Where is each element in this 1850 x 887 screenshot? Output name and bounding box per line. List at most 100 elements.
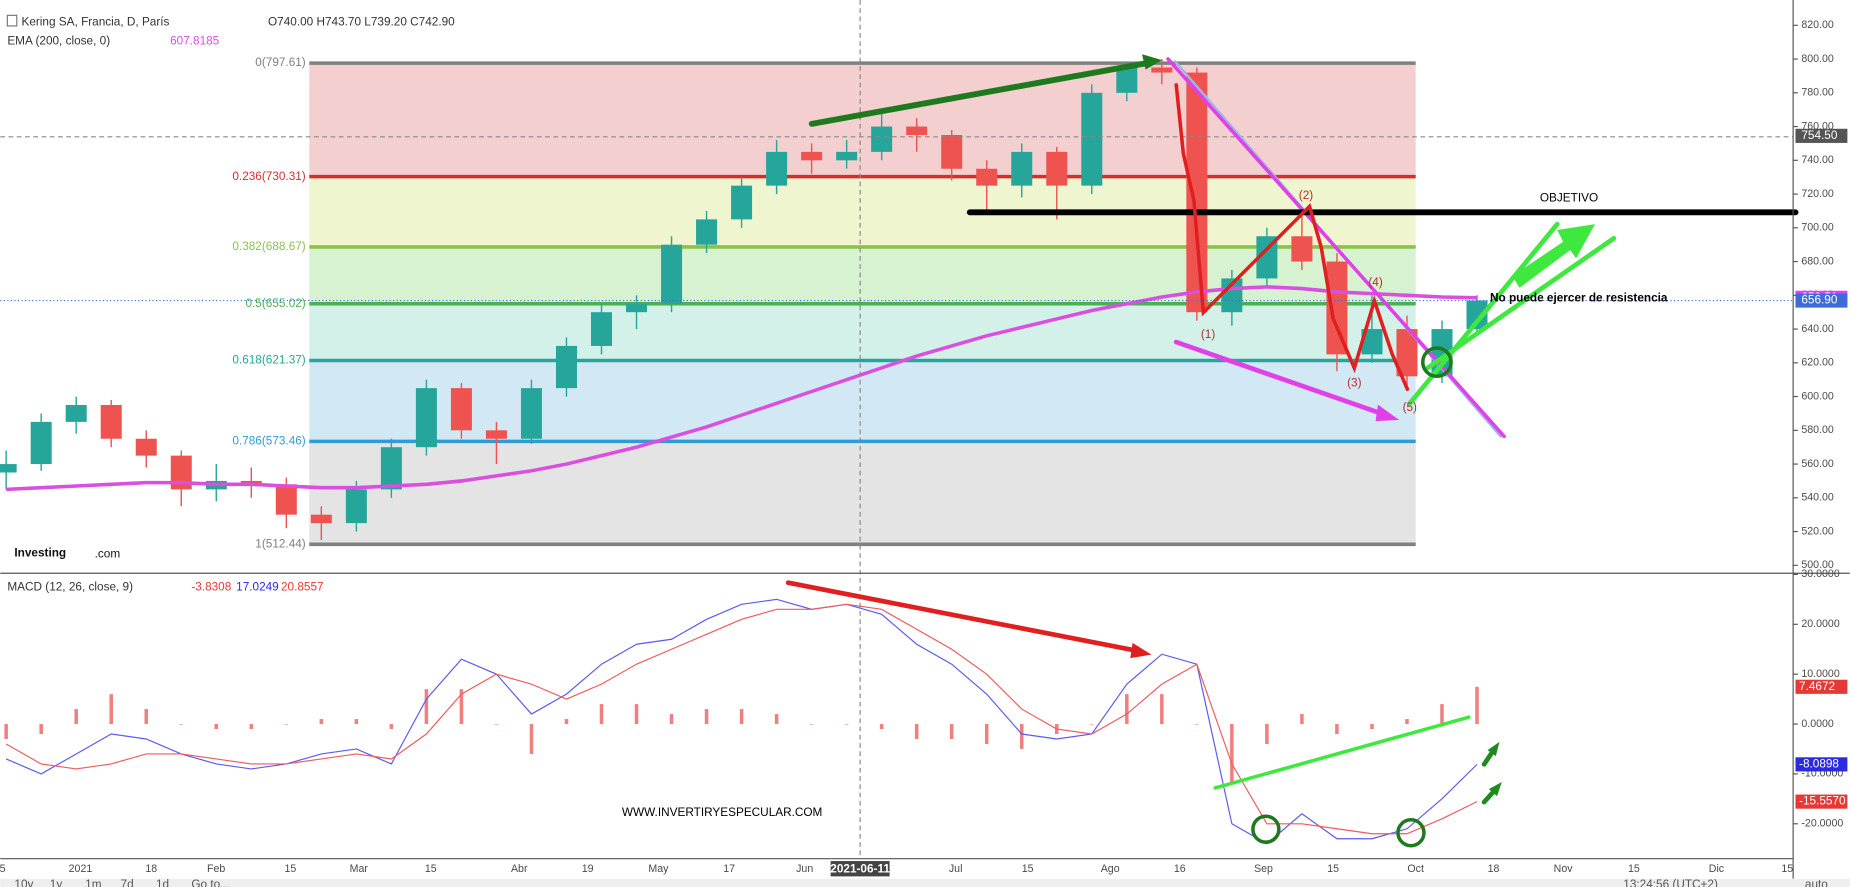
y-tick-label: 800.00 <box>1801 53 1834 65</box>
histogram-bar <box>1195 724 1199 725</box>
toolbar-button[interactable]: 1m <box>85 878 102 887</box>
histogram-bar <box>564 719 569 725</box>
collapse-icon[interactable] <box>6 14 18 27</box>
histogram-bar <box>599 704 604 725</box>
x-tick-label: 17 <box>723 863 735 875</box>
y-tick-label: 740.00 <box>1801 154 1834 166</box>
histogram-bar <box>914 724 919 740</box>
y-tick-label: 580.00 <box>1801 424 1834 436</box>
histogram-bar <box>1160 694 1164 725</box>
histogram-bar <box>879 724 884 730</box>
x-tick-label: 5 <box>0 863 6 875</box>
candle-body <box>1291 236 1313 262</box>
price-badge <box>1795 293 1848 308</box>
y-tick-label: 700.00 <box>1801 222 1834 234</box>
histogram-bar <box>144 709 149 725</box>
arrow-head <box>1375 404 1400 422</box>
histogram-bar <box>354 719 359 725</box>
fib-band <box>309 303 1416 361</box>
fib-label: 0.786(573.46) <box>232 434 305 447</box>
divergence-line <box>1213 715 1471 790</box>
candle-body <box>485 430 507 439</box>
fib-label: 0.618(621.37) <box>232 354 305 367</box>
axes: 500.00 520.00 540.00 560.00 580.00 600.00 620.… <box>0 19 1848 887</box>
x-tick-label: 19 <box>582 863 594 875</box>
wave-label: (3) <box>1347 376 1361 389</box>
fib-band <box>309 441 1416 545</box>
histogram-bar <box>389 724 394 730</box>
candle-body <box>626 303 648 313</box>
histogram-bar <box>1440 704 1444 725</box>
x-tick-label: Dic <box>1709 863 1725 875</box>
macd-value: 17.0249 <box>236 581 279 594</box>
logo-suffix: .com <box>95 547 121 560</box>
x-tick-label: 15 <box>1327 863 1339 875</box>
drawings <box>785 54 1799 848</box>
x-tick-label: Jun <box>796 863 813 875</box>
toolbar-button[interactable]: 1d <box>156 878 169 887</box>
x-tick-label: 16 <box>1174 863 1186 875</box>
y-tick-label: 600.00 <box>1801 390 1834 402</box>
histogram-bar <box>984 724 989 744</box>
histogram-bar <box>1370 724 1374 730</box>
candle-body <box>1326 261 1348 355</box>
y-tick-label: 30.0000 <box>1801 568 1839 580</box>
macd-badge-label: 7.4672 <box>1799 680 1835 693</box>
y-tick-label: 10.0000 <box>1801 668 1839 680</box>
histogram-bar <box>4 724 8 740</box>
toolbar-button[interactable]: 1y <box>50 878 63 887</box>
histogram-bar <box>109 694 113 725</box>
macd-badge-label: -8.0898 <box>1799 757 1839 770</box>
candle-body <box>836 151 858 161</box>
candle-body <box>871 126 893 152</box>
histogram-bar <box>704 709 709 725</box>
x-tick-label: Mar <box>350 863 369 875</box>
x-tick-label: Abr <box>511 863 528 875</box>
x-tick-label: 2021 <box>69 863 93 875</box>
toolbar-button[interactable]: 7d <box>121 878 134 887</box>
scale-mode[interactable]: auto <box>1805 878 1828 887</box>
y-tick-label: 20.0000 <box>1801 618 1839 630</box>
big-arrow <box>1512 224 1595 288</box>
fib-label: 1(512.44) <box>255 537 306 550</box>
candle-body <box>65 405 87 422</box>
histogram-bar <box>74 709 78 725</box>
candle-body <box>1081 92 1103 186</box>
candle-body <box>1151 67 1173 73</box>
x-tick-label: 18 <box>145 863 157 875</box>
arrow-head <box>1130 642 1152 659</box>
channel-line <box>1407 221 1560 406</box>
candle-body <box>380 447 402 490</box>
histogram-bar <box>1300 714 1304 725</box>
arrow-head <box>1487 741 1500 757</box>
histogram-bar <box>284 724 289 725</box>
channel-line <box>1425 235 1617 371</box>
x-tick-label: Jul <box>949 863 963 875</box>
histogram-bar <box>214 724 219 730</box>
histogram-bar <box>424 689 429 725</box>
macd-badge <box>1795 794 1848 809</box>
candle-body <box>801 151 823 161</box>
wave-label: (5) <box>1403 401 1417 414</box>
histogram-bar <box>1475 686 1479 725</box>
histogram-bar <box>1090 724 1094 725</box>
candle-body <box>310 514 332 524</box>
highlight-circle <box>1251 814 1281 844</box>
y-tick-label: 620.00 <box>1801 357 1834 369</box>
crosshair-date: 2021-06-11 <box>830 862 890 875</box>
ema-line <box>6 285 1478 492</box>
y-tick-label: 640.00 <box>1801 323 1834 335</box>
candle-body <box>1396 329 1418 377</box>
toolbar-button[interactable]: 10y <box>14 878 33 887</box>
toolbar-button[interactable]: Go to... <box>191 878 230 887</box>
chart-title: Kering SA, Francia, D, París <box>21 16 169 29</box>
clock: 13:24:56 (UTC+2) <box>1623 878 1718 887</box>
candle-body <box>1011 151 1033 186</box>
candle-body <box>345 489 367 524</box>
x-tick-label: 15 <box>1781 863 1793 875</box>
candle-body <box>275 484 297 515</box>
x-tick-label: Feb <box>207 863 225 875</box>
crosshair-date-box <box>830 861 890 877</box>
x-tick-label: 18 <box>1488 863 1500 875</box>
fib-band <box>309 63 1416 177</box>
